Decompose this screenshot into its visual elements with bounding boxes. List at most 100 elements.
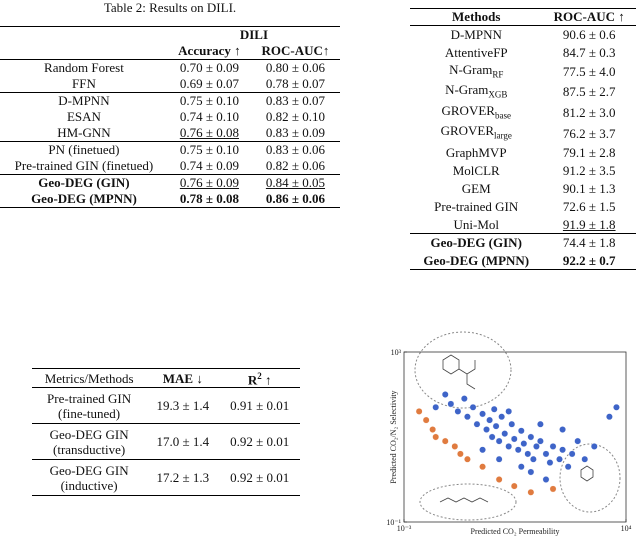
point bbox=[490, 405, 498, 413]
header-row: Methods ROC-AUC ↑ bbox=[410, 8, 636, 26]
point bbox=[510, 482, 518, 490]
header-cell bbox=[0, 26, 168, 43]
cell-text: N-Gram bbox=[449, 61, 493, 77]
point bbox=[542, 476, 550, 483]
inset-circle bbox=[419, 483, 517, 521]
table-caption: Table 2: Results on DILI. bbox=[103, 0, 237, 15]
row-name: GROVERbase bbox=[410, 103, 542, 124]
point bbox=[479, 410, 486, 418]
point bbox=[508, 420, 516, 428]
cell-text: GROVER bbox=[440, 123, 495, 139]
table-row: N-GramRF 77.5 ± 4.0 bbox=[410, 62, 636, 83]
cell-value: 87.5 ± 2.7 bbox=[562, 84, 616, 100]
row-name: GEM bbox=[461, 180, 491, 196]
table-row: Geo-DEG (GIN) 74.4 ± 1.8 bbox=[410, 233, 636, 252]
cell-value: 91.9 ± 1.8 bbox=[562, 216, 616, 232]
row-name: N-GramXGB bbox=[410, 82, 542, 103]
cell-value: 90.6 ± 0.6 bbox=[542, 25, 636, 44]
row-name: AttentiveFP bbox=[444, 44, 508, 60]
point bbox=[517, 427, 525, 435]
cell-value: 79.1 ± 2.8 bbox=[562, 144, 616, 160]
point bbox=[488, 433, 496, 441]
point bbox=[495, 437, 503, 445]
cell-value: 81.2 ± 3.0 bbox=[562, 104, 616, 120]
table-row: GEM 90.1 ± 1.3 bbox=[410, 180, 636, 198]
table-row: AttentiveFP 84.7 ± 0.3 bbox=[410, 44, 636, 62]
cell-value: 0.76 ± 0.08 bbox=[179, 125, 239, 140]
row-name: Random Forest bbox=[0, 59, 168, 76]
cell-value: 72.6 ± 1.5 bbox=[562, 198, 616, 214]
point bbox=[447, 400, 455, 408]
cell-sub: base bbox=[494, 110, 511, 121]
point bbox=[590, 443, 598, 450]
table-row: D-MPNN 0.75 ± 0.10 0.83 ± 0.07 bbox=[0, 92, 340, 109]
y-tick-label: 10⁻¹ bbox=[386, 518, 401, 527]
cell-line: (fine-tuned) bbox=[58, 405, 121, 421]
point bbox=[559, 426, 566, 433]
header-cell: Metrics/Methods bbox=[32, 367, 147, 388]
point bbox=[495, 455, 503, 463]
cell-value: 92.2 ± 0.7 bbox=[542, 251, 636, 271]
table-row: Geo-DEG GIN (transductive) 17.0 ± 1.4 0.92 … bbox=[32, 423, 300, 460]
point bbox=[527, 468, 535, 476]
point bbox=[542, 450, 550, 458]
point bbox=[564, 463, 572, 471]
row-name: D-MPNN bbox=[410, 25, 543, 44]
table-row: Geo-DEG (MPNN) 92.2 ± 0.7 bbox=[410, 251, 636, 271]
point bbox=[505, 408, 513, 415]
header-cell bbox=[0, 43, 168, 60]
header-cell: MAE ↓ bbox=[146, 367, 220, 388]
inset-circle bbox=[559, 443, 621, 513]
cell-value: 0.86 ± 0.06 bbox=[250, 191, 340, 208]
y-tick-label: 10³ bbox=[391, 348, 402, 357]
cell-value: 91.2 ± 3.5 bbox=[562, 162, 616, 178]
point bbox=[510, 435, 518, 443]
point bbox=[483, 426, 490, 433]
cell-text: ↑ bbox=[261, 372, 272, 388]
row-name: Geo-DEG (GIN) bbox=[0, 174, 168, 191]
table-row: Random Forest 0.70 ± 0.09 0.80 ± 0.06 bbox=[0, 59, 340, 76]
cell-sub: XGB bbox=[488, 89, 508, 100]
point bbox=[479, 446, 486, 454]
table-row: Geo-DEG (MPNN) 0.78 ± 0.08 0.86 ± 0.06 bbox=[0, 191, 340, 208]
table-row: PN (finetued) 0.75 ± 0.10 0.83 ± 0.06 bbox=[0, 141, 340, 158]
point bbox=[529, 455, 537, 463]
cell-line: (inductive) bbox=[60, 477, 118, 493]
cell-value: 0.70 ± 0.09 bbox=[167, 59, 251, 76]
inset-circle bbox=[414, 331, 512, 409]
point bbox=[422, 416, 430, 424]
header-cell: R2 ↑ bbox=[219, 367, 300, 388]
cell-value: 0.75 ± 0.10 bbox=[167, 141, 251, 158]
cell-value: 0.74 ± 0.10 bbox=[179, 109, 239, 124]
cell-value: 0.78 ± 0.08 bbox=[167, 191, 251, 208]
point bbox=[415, 408, 423, 415]
cell-value: 0.78 ± 0.07 bbox=[265, 76, 326, 91]
table-row: N-GramXGB 87.5 ± 2.7 bbox=[410, 82, 636, 103]
row-name: N-GramRF bbox=[410, 62, 542, 83]
cell-line: Pre-trained GIN bbox=[47, 390, 132, 406]
table-row: MolCLR 91.2 ± 3.5 bbox=[410, 162, 636, 180]
roc-table: Methods ROC-AUC ↑ D-MPNN 90.6 ± 0.6 Attentiv… bbox=[410, 8, 636, 271]
point bbox=[441, 391, 449, 398]
cell-value: 74.4 ± 1.8 bbox=[542, 233, 636, 252]
mae-table: Metrics/Methods MAE ↓ R2 ↑ Pre-trained GIN(… bbox=[32, 367, 300, 497]
point bbox=[537, 420, 544, 428]
point bbox=[505, 443, 513, 450]
table-row: GROVERlarge 76.2 ± 3.7 bbox=[410, 123, 636, 144]
cell-sup: 2 bbox=[257, 371, 262, 381]
header-cell: ROC-AUC ↑ bbox=[542, 8, 636, 26]
row-name: Uni-Mol bbox=[453, 216, 499, 232]
cell-value: 0.92 ± 0.01 bbox=[219, 459, 300, 497]
row-name: Geo-DEG GIN (inductive) bbox=[32, 459, 147, 497]
table-row: Geo-DEG (GIN) 0.76 ± 0.09 0.84 ± 0.05 bbox=[0, 174, 340, 191]
point bbox=[606, 413, 613, 421]
row-name: Geo-DEG (GIN) bbox=[410, 233, 543, 252]
cell-value: 0.82 ± 0.06 bbox=[265, 158, 326, 173]
row-name: Pre-trained GIN bbox=[434, 198, 519, 214]
cell-value: 0.83 ± 0.09 bbox=[265, 125, 326, 140]
point bbox=[533, 443, 540, 450]
point bbox=[454, 408, 462, 415]
y-axis-label: Predicted CO₂/N₂ Selectivity bbox=[389, 390, 398, 483]
table-row: Pre-trained GIN (fine-tuned) 19.3 ± 1.4 0.9… bbox=[32, 387, 300, 424]
